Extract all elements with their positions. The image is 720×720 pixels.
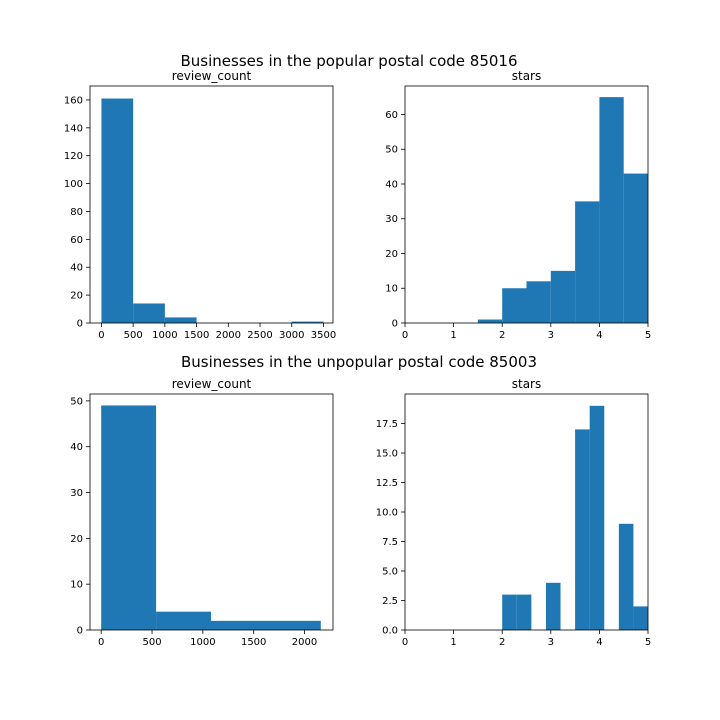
group-title-popular: Businesses in the popular postal code 85… bbox=[181, 52, 518, 70]
subplot-title: stars bbox=[512, 69, 542, 83]
y-tick-label: 50 bbox=[385, 145, 398, 156]
y-tick-label: 10 bbox=[385, 284, 398, 295]
histogram-bar bbox=[618, 523, 634, 630]
histogram-bar bbox=[502, 594, 517, 630]
subplot-title: review_count bbox=[172, 377, 252, 391]
y-tick-label: 0 bbox=[392, 319, 398, 330]
subplot-title: review_count bbox=[172, 69, 252, 83]
y-tick-label: 40 bbox=[70, 263, 83, 274]
histogram-bar bbox=[133, 303, 165, 323]
y-tick-label: 10.0 bbox=[376, 508, 398, 519]
y-tick-label: 0.0 bbox=[382, 626, 398, 637]
x-tick-label: 0 bbox=[402, 330, 408, 341]
x-tick-label: 5 bbox=[645, 637, 651, 648]
y-tick-label: 100 bbox=[64, 179, 83, 190]
histogram-bar bbox=[575, 429, 590, 630]
histogram-bar bbox=[477, 319, 503, 323]
y-tick-label: 0 bbox=[77, 319, 83, 330]
histogram-bar bbox=[101, 98, 134, 323]
y-tick-label: 10 bbox=[70, 580, 83, 591]
histogram-bar bbox=[589, 405, 605, 630]
group-title-unpopular: Businesses in the unpopular postal code … bbox=[181, 353, 537, 371]
x-tick-label: 3500 bbox=[311, 330, 336, 341]
y-tick-label: 5.0 bbox=[382, 567, 398, 578]
histogram-bar bbox=[633, 606, 648, 630]
x-tick-label: 1500 bbox=[241, 637, 266, 648]
y-tick-label: 40 bbox=[385, 179, 398, 190]
x-tick-label: 1 bbox=[450, 637, 456, 648]
y-tick-label: 60 bbox=[70, 235, 83, 246]
x-tick-label: 2000 bbox=[216, 330, 241, 341]
x-tick-label: 0 bbox=[402, 637, 408, 648]
y-tick-label: 0 bbox=[77, 626, 83, 637]
histogram-bar bbox=[526, 281, 551, 323]
histogram-unpopular-review-count: review_count 0 500 1000 1500 2000 0 10 20 30 40 50 bbox=[70, 377, 334, 648]
x-tick-label: 2 bbox=[499, 330, 505, 341]
histogram-bar bbox=[291, 321, 324, 323]
y-tick-label: 120 bbox=[64, 151, 83, 162]
y-tick-label: 20 bbox=[70, 534, 83, 545]
axes-frame bbox=[89, 393, 334, 631]
x-tick-label: 1500 bbox=[184, 330, 209, 341]
axes-frame bbox=[404, 85, 649, 324]
x-tick-label: 5 bbox=[645, 330, 651, 341]
histogram-bar bbox=[545, 582, 561, 630]
y-tick-label: 20 bbox=[70, 291, 83, 302]
histogram-bar bbox=[156, 611, 211, 630]
histogram-bar bbox=[516, 594, 532, 630]
histogram-bar bbox=[101, 405, 157, 630]
y-tick-label: 20 bbox=[385, 249, 398, 260]
y-tick-label: 140 bbox=[64, 123, 83, 134]
histogram-bar bbox=[502, 288, 527, 323]
histogram-bar bbox=[550, 270, 576, 323]
x-tick-label: 4 bbox=[596, 330, 602, 341]
y-tick-label: 80 bbox=[70, 207, 83, 218]
histogram-unpopular-stars: stars 0 1 2 3 4 5 0.0 2.5 5.0 7.5 10.0 12.5 15.0 17.5 bbox=[376, 377, 651, 648]
y-tick-label: 30 bbox=[385, 214, 398, 225]
histogram-bar bbox=[623, 173, 648, 323]
y-tick-label: 60 bbox=[385, 110, 398, 121]
x-tick-label: 2000 bbox=[292, 637, 317, 648]
histogram-bar bbox=[210, 620, 321, 630]
histogram-bar bbox=[599, 97, 624, 323]
axes-frame bbox=[89, 85, 334, 324]
y-tick-label: 50 bbox=[70, 396, 83, 407]
y-tick-label: 12.5 bbox=[376, 478, 398, 489]
subplot-title: stars bbox=[512, 377, 542, 391]
y-tick-label: 17.5 bbox=[376, 419, 398, 430]
x-tick-label: 1000 bbox=[190, 637, 215, 648]
y-tick-label: 15.0 bbox=[376, 449, 398, 460]
x-tick-label: 1 bbox=[450, 330, 456, 341]
y-tick-label: 160 bbox=[64, 95, 83, 106]
x-tick-label: 500 bbox=[142, 637, 161, 648]
x-tick-label: 3000 bbox=[279, 330, 304, 341]
y-tick-label: 2.5 bbox=[382, 596, 398, 607]
histogram-bar bbox=[164, 317, 197, 323]
y-tick-label: 7.5 bbox=[382, 537, 398, 548]
y-tick-label: 30 bbox=[70, 488, 83, 499]
x-tick-label: 2500 bbox=[247, 330, 272, 341]
x-tick-label: 500 bbox=[124, 330, 143, 341]
x-tick-label: 3 bbox=[548, 330, 554, 341]
x-tick-label: 3 bbox=[548, 637, 554, 648]
x-tick-label: 0 bbox=[98, 330, 104, 341]
y-tick-label: 40 bbox=[70, 442, 83, 453]
x-tick-label: 0 bbox=[98, 637, 104, 648]
histogram-bar bbox=[575, 201, 600, 323]
x-tick-label: 1000 bbox=[152, 330, 177, 341]
x-tick-label: 4 bbox=[596, 637, 602, 648]
x-tick-label: 2 bbox=[499, 637, 505, 648]
